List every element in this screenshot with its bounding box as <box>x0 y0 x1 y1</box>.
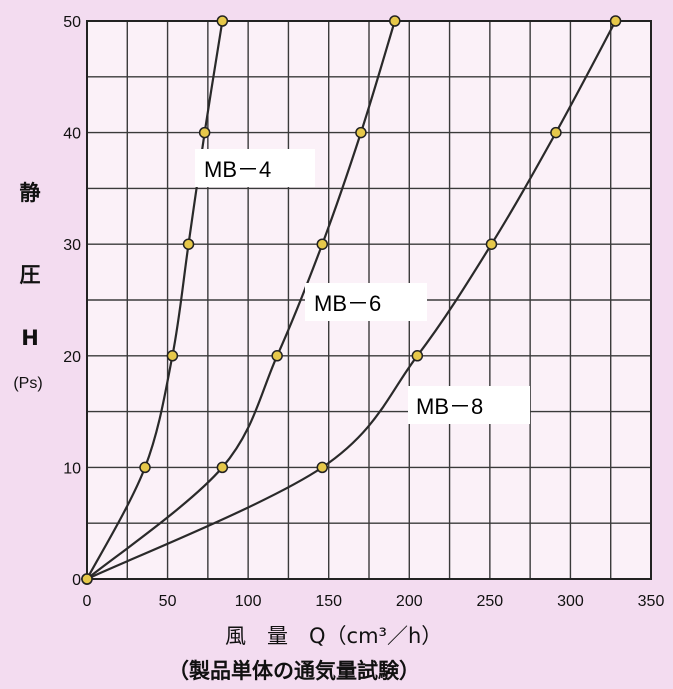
series-label-mb4-text: MB－4 <box>204 157 271 182</box>
y-tick-label: 50 <box>63 14 81 31</box>
data-point <box>81 573 93 585</box>
series-label-mb8-bg <box>408 386 530 424</box>
data-point <box>139 461 151 474</box>
x-tick-label: 50 <box>159 593 177 610</box>
series-label-mb4-bg <box>195 149 315 187</box>
x-tick-label: 150 <box>315 593 342 610</box>
y-axis-unit: (Ps) <box>13 375 42 392</box>
y-axis-title-char-1: 静 <box>20 181 41 205</box>
x-tick-label: 250 <box>477 593 504 610</box>
data-point <box>271 350 283 362</box>
x-tick-label: 200 <box>396 593 423 610</box>
x-tick-label: 300 <box>557 593 584 610</box>
data-point <box>485 238 498 250</box>
x-tick-label: 0 <box>83 593 92 610</box>
data-point <box>609 15 622 27</box>
data-point <box>182 238 195 250</box>
data-point <box>355 126 367 139</box>
data-point <box>316 461 329 474</box>
y-axis-title-char-2: 圧 <box>20 263 41 287</box>
data-point <box>198 126 211 139</box>
y-axis-title-char-3: H <box>21 326 39 350</box>
chart-caption: （製品単体の通気量試験） <box>168 659 420 683</box>
data-point <box>411 350 424 362</box>
y-tick-label: 40 <box>63 126 81 143</box>
x-tick-labels: 0 50 100 150 200 250 300 350 <box>83 593 665 610</box>
y-axis-title: 静 圧 H (Ps) <box>13 181 42 392</box>
series-label-mb6-bg <box>305 283 427 321</box>
y-tick-label: 20 <box>63 349 81 366</box>
series-label-mb6: MB－6 <box>305 283 427 321</box>
x-axis-title: 風 量 Q（cm³／h） <box>225 624 442 648</box>
data-point <box>216 15 229 27</box>
y-tick-label: 30 <box>63 237 81 254</box>
y-tick-label: 0 <box>72 572 81 589</box>
y-tick-labels: 0 10 20 30 40 50 <box>63 14 81 589</box>
series-label-mb4: MB－4 <box>195 149 315 187</box>
x-tick-label: 100 <box>235 593 262 610</box>
series-label-mb6-text: MB－6 <box>314 291 381 316</box>
series-points <box>81 15 622 585</box>
series-label-mb8: MB－8 <box>408 386 530 424</box>
data-point <box>166 350 179 362</box>
data-point <box>550 126 562 139</box>
series-label-mb8-text: MB－8 <box>416 394 483 419</box>
data-point <box>216 461 229 474</box>
plot-frame <box>86 20 652 580</box>
x-tick-label: 350 <box>638 593 665 610</box>
series-line-1 <box>86 20 224 580</box>
data-point <box>389 15 401 27</box>
data-point <box>316 238 329 250</box>
y-tick-label: 10 <box>63 460 81 477</box>
